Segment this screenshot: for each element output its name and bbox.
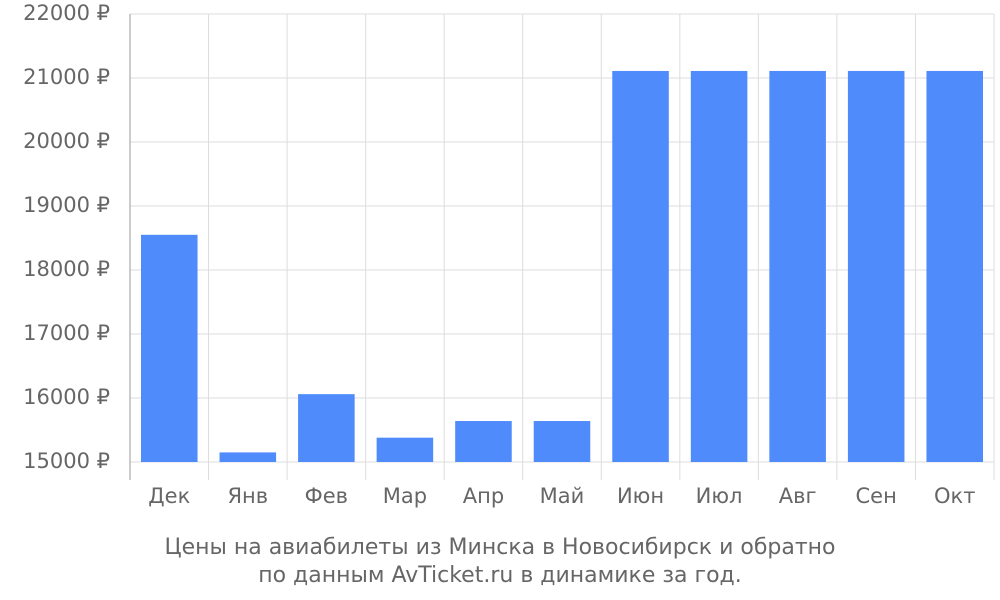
bar (298, 394, 355, 462)
x-tick-label: Мар (383, 484, 427, 508)
x-tick-label: Дек (148, 484, 190, 508)
x-tick-label: Авг (779, 484, 817, 508)
x-tick-label: Окт (934, 484, 975, 508)
chart-title: по данным AvTicket.ru в динамике за год. (258, 563, 742, 588)
y-tick-label: 16000 ₽ (23, 385, 110, 409)
y-tick-label: 20000 ₽ (23, 129, 110, 153)
bar (926, 70, 984, 463)
y-tick-label: 18000 ₽ (23, 257, 110, 281)
bar (376, 437, 434, 462)
x-tick-label: Май (540, 484, 585, 508)
x-tick-label: Янв (227, 484, 268, 508)
x-tick-label: Фев (305, 484, 348, 508)
x-tick-label: Июл (696, 484, 743, 508)
y-tick-label: 22000 ₽ (23, 1, 110, 25)
y-tick-label: 15000 ₽ (23, 449, 110, 473)
y-tick-label: 19000 ₽ (23, 193, 110, 217)
bar (612, 70, 669, 463)
bar (690, 70, 748, 463)
x-tick-label: Июн (617, 484, 664, 508)
bar (533, 421, 591, 462)
bar (219, 452, 277, 462)
y-tick-label: 17000 ₽ (23, 321, 110, 345)
y-tick-label: 21000 ₽ (23, 65, 110, 89)
bar (140, 234, 198, 462)
bar (455, 421, 512, 462)
chart-title: Цены на авиабилеты из Минска в Новосибир… (164, 535, 835, 560)
bar (769, 70, 826, 463)
bar (847, 70, 905, 463)
x-tick-label: Сен (856, 484, 897, 508)
x-tick-label: Апр (463, 484, 504, 508)
